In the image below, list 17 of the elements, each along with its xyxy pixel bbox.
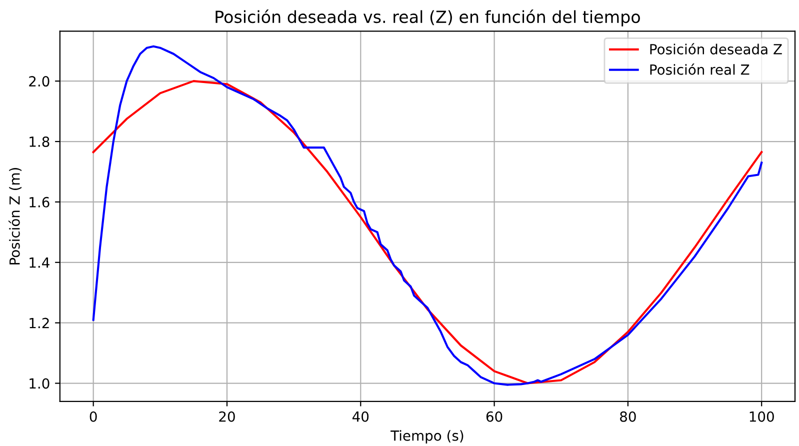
x-tick-label: 20 xyxy=(219,411,235,422)
x-tick-label: 60 xyxy=(486,411,502,422)
y-tick-label: 1.4 xyxy=(30,258,50,268)
y-tick-label: 1.0 xyxy=(30,378,50,389)
x-tick-label: 0 xyxy=(90,411,97,422)
y-tick-label: 1.8 xyxy=(30,136,50,147)
chart-title: Posición deseada vs. real (Z) en función del tiempo xyxy=(216,10,640,26)
x-tick-label: 80 xyxy=(620,411,636,422)
x-tick-label: 40 xyxy=(352,411,369,422)
y-tick-label: 1.2 xyxy=(30,318,49,328)
y-tick-label: 2.0 xyxy=(29,76,50,87)
y-axis-title: Posición Z (m) xyxy=(8,168,22,264)
x-axis-title: Tiempo (s) xyxy=(390,430,464,444)
x-tick-label: 100 xyxy=(750,411,774,422)
legend-label: Posición deseada Z xyxy=(650,43,782,54)
y-tick-label: 1.6 xyxy=(30,196,50,208)
legend-label: Posición real Z xyxy=(650,64,750,75)
